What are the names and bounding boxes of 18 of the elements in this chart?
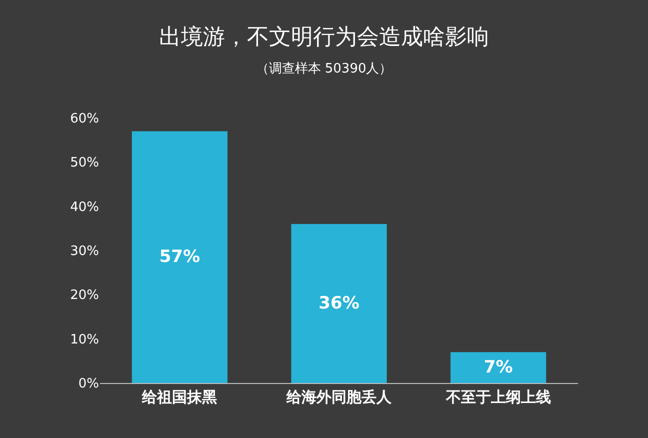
bar bbox=[450, 352, 546, 383]
y-tick-label: 20% bbox=[70, 288, 99, 304]
bar bbox=[291, 224, 387, 383]
y-tick-label: 0% bbox=[78, 376, 99, 392]
chart-title: 出境游，不文明行为会造成啥影响 bbox=[159, 24, 489, 50]
y-tick-label: 50% bbox=[70, 156, 99, 171]
y-tick-label: 10% bbox=[70, 332, 99, 348]
x-tick-label: 不至于上纲上线 bbox=[444, 388, 551, 406]
data-label: 57% bbox=[159, 247, 200, 268]
chart-subtitle: （调查样本 50390人） bbox=[256, 61, 392, 76]
x-tick-label: 给祖国抹黑 bbox=[141, 388, 218, 406]
bar bbox=[132, 131, 228, 383]
data-label: 36% bbox=[318, 294, 360, 314]
data-label: 7% bbox=[484, 358, 513, 378]
y-tick-label: 30% bbox=[70, 244, 99, 260]
y-tick-label: 60% bbox=[70, 112, 99, 127]
y-tick-label: 40% bbox=[70, 200, 99, 215]
x-tick-label: 给海外同胞丢人 bbox=[286, 388, 392, 406]
